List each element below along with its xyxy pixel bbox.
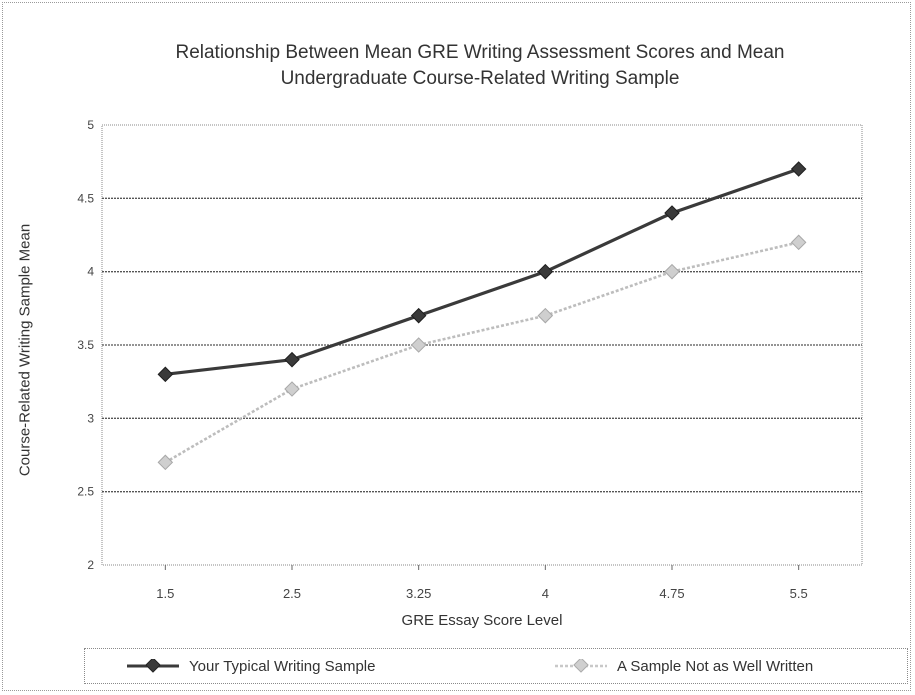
series-1-point-5 bbox=[790, 234, 807, 251]
series-0-point-3 bbox=[537, 263, 554, 280]
y-tick-label-0: 2 bbox=[87, 558, 94, 572]
y-tick-label-3: 3.5 bbox=[77, 338, 94, 352]
legend-swatch-not-well-written bbox=[555, 659, 607, 673]
legend-label-typical: Your Typical Writing Sample bbox=[189, 657, 376, 675]
y-tick-label-6: 5 bbox=[87, 118, 94, 132]
y-axis-label-wrap: Course-Related Writing Sample Mean bbox=[10, 140, 40, 560]
series-0-point-4 bbox=[664, 205, 680, 221]
y-tick-label-4: 4 bbox=[87, 265, 94, 279]
x-tick-label-1: 2.5 bbox=[283, 586, 301, 601]
x-tick-label-2: 3.25 bbox=[406, 586, 431, 601]
legend: Your Typical Writing Sample A Sample Not… bbox=[84, 648, 908, 684]
series-line-0 bbox=[165, 167, 800, 376]
x-tick-label-4: 4.75 bbox=[659, 586, 684, 601]
x-tick-label-5: 5.5 bbox=[790, 586, 808, 601]
x-tick-label-0: 1.5 bbox=[156, 586, 174, 601]
y-tick-label-1: 2.5 bbox=[77, 485, 94, 499]
legend-label-not-well-written: A Sample Not as Well Written bbox=[617, 657, 814, 675]
series-1-point-2 bbox=[410, 337, 427, 353]
chart-title-line-2: Undergraduate Course-Related Writing Sam… bbox=[280, 68, 680, 89]
series-line-1 bbox=[164, 241, 799, 464]
legend-entry-not-well-written: A Sample Not as Well Written bbox=[553, 649, 813, 683]
series-1-point-1 bbox=[284, 381, 300, 397]
series-1-point-4 bbox=[664, 263, 680, 280]
legend-swatch-typical bbox=[127, 659, 179, 673]
chart-title-line-1: Relationship Between Mean GRE Writing As… bbox=[175, 42, 785, 63]
y-tick-label-2: 3 bbox=[87, 411, 94, 425]
y-axis-label: Course-Related Writing Sample Mean bbox=[16, 223, 34, 477]
y-tick-label-5: 4.5 bbox=[77, 191, 94, 205]
chart-title: Relationship Between Mean GRE Writing As… bbox=[40, 40, 915, 92]
series-0-point-5 bbox=[790, 161, 807, 177]
x-tick-label-3: 4 bbox=[542, 586, 549, 601]
series-1-point-0 bbox=[157, 454, 174, 471]
series-1-point-3 bbox=[537, 307, 554, 324]
legend-entry-typical: Your Typical Writing Sample bbox=[125, 649, 375, 683]
series-0-point-1 bbox=[284, 351, 300, 368]
series-0-point-0 bbox=[157, 366, 174, 383]
series-0-point-2 bbox=[410, 307, 427, 324]
x-axis-label: GRE Essay Score Level bbox=[401, 612, 563, 629]
